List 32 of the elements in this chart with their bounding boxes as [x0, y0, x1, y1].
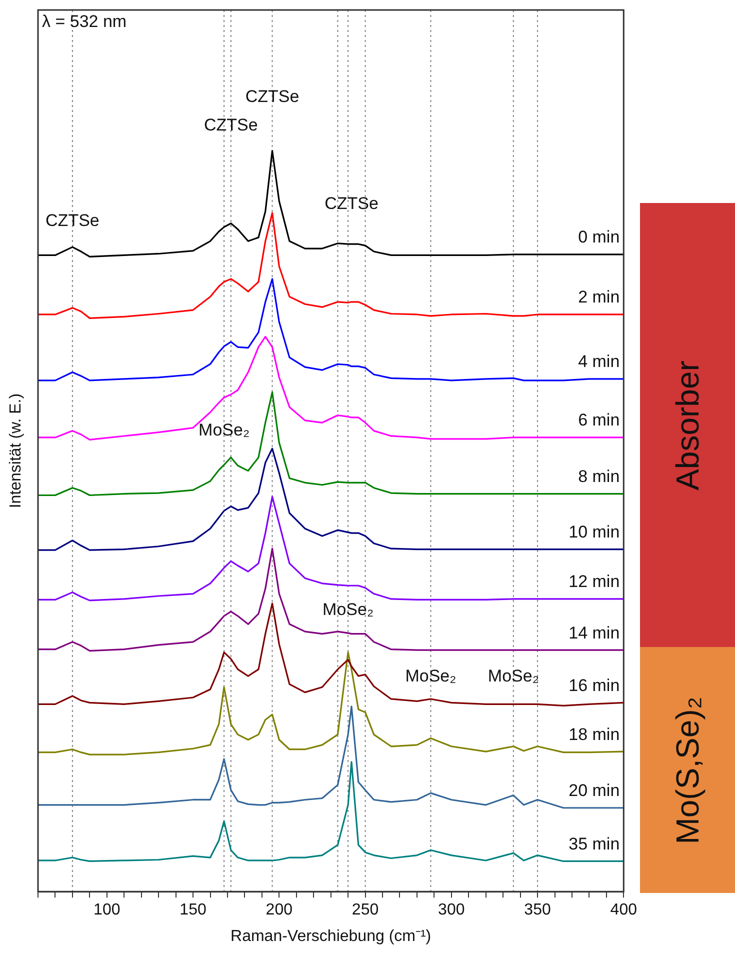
annotation: MoSe₂: [198, 420, 250, 440]
series-label: 18 min: [568, 724, 620, 744]
x-axis-title: Raman-Verschiebung (cm⁻¹): [230, 928, 432, 945]
series-label: 6 min: [578, 410, 620, 430]
series-label: 20 min: [568, 781, 620, 800]
annotation: MoSe₂: [322, 600, 374, 619]
series-label: 10 min: [568, 522, 620, 542]
annotation: MoSe₂: [405, 666, 456, 686]
annotation: CZTSe: [245, 87, 300, 106]
series-label: 35 min: [568, 834, 620, 854]
series-label: 14 min: [568, 623, 620, 642]
annotation: CZTSe: [324, 194, 378, 213]
x-tick-label: 100: [94, 902, 120, 919]
label-panel: Mo(S,Se)₂: [640, 647, 735, 893]
series-label: 0 min: [578, 228, 620, 247]
x-tick-label: 150: [180, 902, 206, 919]
x-tick-label: 200: [266, 902, 293, 919]
x-tick-label: 350: [524, 902, 551, 919]
series-label: 2 min: [578, 288, 620, 307]
series-label: 4 min: [578, 352, 620, 372]
y-axis-title: Intensität (w. E.): [7, 393, 24, 508]
annotation: CZTSe: [46, 210, 100, 230]
label-panel: Absorber: [640, 203, 735, 647]
x-tick-label: 250: [352, 902, 379, 919]
x-tick-label: 300: [438, 902, 465, 919]
series-label: 12 min: [568, 572, 620, 592]
annotation: CZTSe: [204, 115, 258, 134]
x-tick-label: 400: [610, 902, 638, 919]
annotation: MoSe₂: [488, 666, 539, 686]
text: λ = 532 nm: [42, 12, 127, 32]
series-label: 16 min: [568, 676, 620, 695]
series-label: 8 min: [578, 466, 620, 486]
